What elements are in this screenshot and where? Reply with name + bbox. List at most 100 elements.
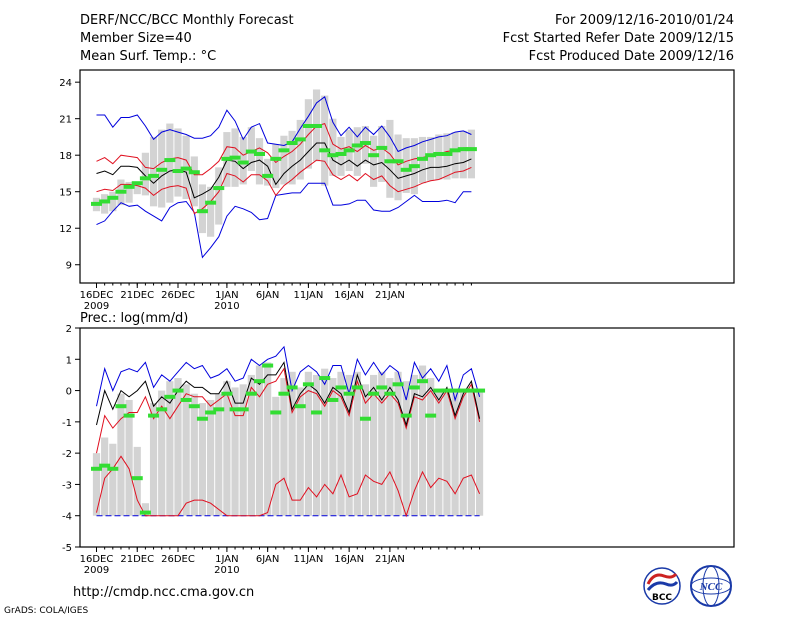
variable-label: Mean Surf. Temp.: °C <box>80 49 216 64</box>
figure-title: DERF/NCC/BCC Monthly Forecast <box>80 13 294 28</box>
median-mark <box>254 379 265 384</box>
ensemble-box <box>378 125 386 182</box>
series-line-mean <box>96 142 472 199</box>
ensemble-box <box>109 191 117 212</box>
ensemble-box <box>459 390 467 516</box>
median-mark <box>205 200 217 205</box>
y-tick-label: -2 <box>62 449 72 460</box>
median-mark <box>180 166 192 171</box>
ensemble-box <box>370 374 378 516</box>
ensemble-box <box>337 136 345 176</box>
ensemble-box <box>475 390 484 516</box>
bcc-logo: BCC <box>643 567 681 605</box>
ensemble-box <box>467 390 475 516</box>
median-mark <box>156 167 168 172</box>
ensemble-box <box>92 453 101 516</box>
ensemble-box <box>239 384 247 516</box>
plot-frame <box>79 69 735 284</box>
ensemble-box <box>190 393 198 516</box>
median-mark <box>99 199 111 204</box>
median-mark <box>148 413 160 418</box>
ensemble-box <box>394 371 402 516</box>
median-mark <box>392 382 404 387</box>
ensemble-box <box>231 387 239 516</box>
ensemble-box <box>101 437 109 516</box>
x-tick-label: 6JAN <box>256 554 279 565</box>
ensemble-box <box>304 371 312 516</box>
median-mark <box>441 388 453 393</box>
ensemble-box <box>427 378 435 516</box>
ensemble-box <box>451 390 459 516</box>
median-mark <box>359 416 371 421</box>
y-tick-label: -5 <box>62 543 72 554</box>
ensemble-box <box>101 194 109 214</box>
ensemble-box <box>321 368 329 516</box>
median-mark <box>221 156 233 161</box>
x-tick-label: 21JAN <box>375 554 405 565</box>
ensemble-box <box>337 371 345 516</box>
median-mark <box>91 466 102 471</box>
ensemble-box <box>141 503 149 516</box>
y-tick-label: 15 <box>59 188 72 199</box>
median-mark <box>123 184 135 189</box>
median-mark <box>196 416 208 421</box>
median-mark <box>368 391 380 396</box>
series-line-std-low <box>96 455 481 518</box>
median-mark <box>433 151 445 156</box>
ensemble-box <box>329 378 337 516</box>
ensemble-box <box>435 390 443 516</box>
x-tick-year: 2009 <box>84 565 109 576</box>
median-mark <box>384 159 396 164</box>
median-mark <box>139 510 151 515</box>
y-tick-label: 12 <box>59 224 72 235</box>
ensemble-box <box>182 384 190 516</box>
bcc-logo-text: BCC <box>652 593 672 603</box>
source-url: http://cmdp.ncc.cma.gov.cn <box>73 585 254 600</box>
ncc-logo-lat <box>690 577 732 595</box>
x-tick-label: 16JAN <box>334 290 364 301</box>
median-mark <box>359 141 371 146</box>
ensemble-box <box>133 446 141 516</box>
ncc-logo-text: NCC <box>699 581 723 593</box>
median-mark <box>237 160 249 165</box>
median-mark <box>294 137 306 142</box>
median-mark <box>286 141 298 146</box>
bcc-logo-ring <box>643 567 681 605</box>
ensemble-box <box>353 371 361 516</box>
ensemble-box <box>272 396 280 516</box>
median-mark <box>351 385 363 390</box>
ensemble-box <box>280 378 288 516</box>
median-mark <box>148 173 160 178</box>
y-tick-label: 0 <box>66 387 72 398</box>
ncc-logo: NCC <box>690 565 732 607</box>
y-tick-label: -3 <box>62 480 72 491</box>
ensemble-box <box>370 135 378 187</box>
y-tick-label: 9 <box>66 261 72 272</box>
median-mark <box>319 376 331 381</box>
ensemble-box <box>410 374 418 516</box>
ensemble-box <box>166 123 174 203</box>
series-line-std-high <box>96 122 472 176</box>
median-mark <box>123 413 135 418</box>
x-tick-label: 26DEC <box>161 290 195 301</box>
ensemble-box <box>174 128 182 197</box>
median-mark <box>139 176 151 181</box>
median-mark <box>302 382 314 387</box>
median-mark <box>376 145 388 150</box>
ensemble-box <box>133 184 141 195</box>
y-tick-label: -1 <box>62 418 72 429</box>
median-mark <box>417 156 428 161</box>
ensemble-box <box>125 399 133 516</box>
median-mark <box>457 388 469 393</box>
median-mark <box>245 391 257 396</box>
y-tick-label: 21 <box>59 115 72 126</box>
bcc-logo-swoosh-blue <box>646 580 679 591</box>
ensemble-box <box>215 393 223 516</box>
median-mark <box>188 404 200 409</box>
ensemble-box <box>255 138 264 185</box>
ensemble-box <box>394 134 402 201</box>
x-tick-label: 1JAN <box>215 290 238 301</box>
median-mark <box>311 123 323 128</box>
ensemble-box <box>207 399 215 516</box>
ensemble-box <box>174 378 182 516</box>
